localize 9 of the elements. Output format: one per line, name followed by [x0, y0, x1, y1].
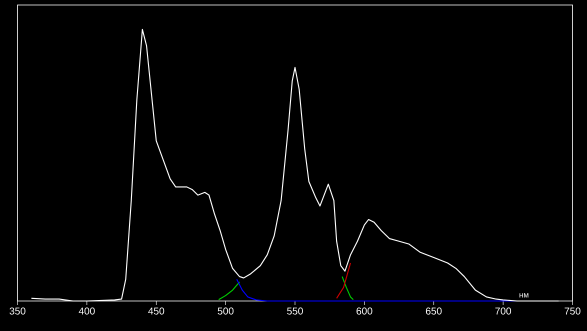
- x-tick-label: 400: [78, 308, 95, 315]
- x-tick-label: 650: [426, 308, 442, 315]
- x-tick-label: 550: [287, 308, 303, 315]
- x-tick-label: 600: [356, 308, 372, 315]
- x-tick-label: 750: [564, 308, 580, 315]
- x-tick-label: 450: [148, 308, 164, 315]
- x-tick-label: 350: [10, 308, 26, 315]
- x-tick-label: 500: [218, 308, 234, 315]
- x-tick-label: 700: [495, 308, 512, 315]
